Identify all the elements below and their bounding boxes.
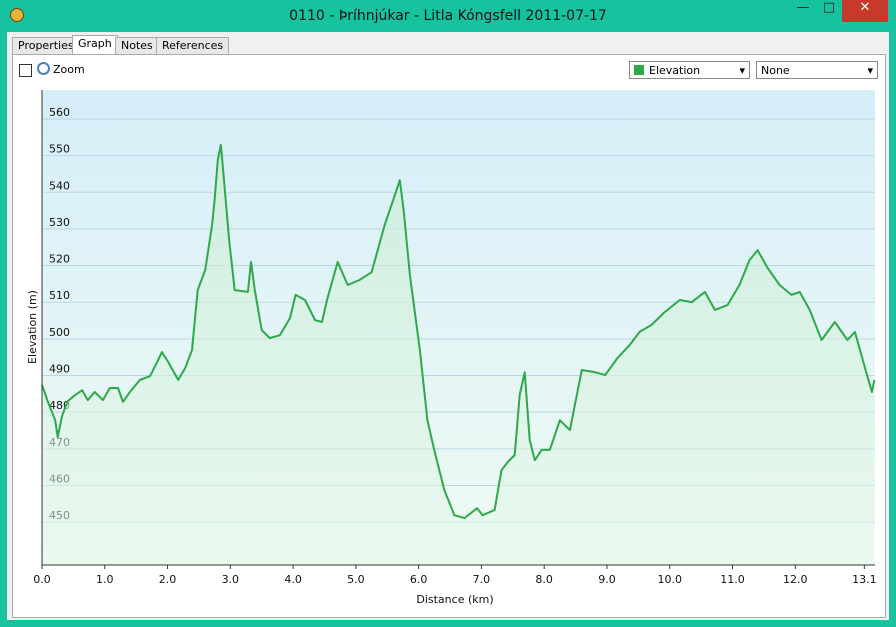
- x-tick-label: 8.0: [535, 573, 553, 586]
- y-tick-label: 540: [49, 179, 70, 192]
- x-tick-label: 3.0: [222, 573, 240, 586]
- y-tick-label: 530: [49, 216, 70, 229]
- x-tick-label: 6.0: [410, 573, 428, 586]
- series-dropdown[interactable]: Elevation: [629, 61, 750, 80]
- x-tick-label: 1.0: [96, 573, 114, 586]
- x-tick-label: 0.0: [33, 573, 51, 586]
- x-tick-label: 12.0: [783, 573, 808, 586]
- zoom-checkbox[interactable]: [19, 64, 32, 77]
- y-tick-label: 510: [49, 289, 70, 302]
- x-tick-label: 5.0: [347, 573, 365, 586]
- x-tick-label: 4.0: [284, 573, 302, 586]
- secondary-name: None: [761, 64, 790, 77]
- series-swatch: [634, 65, 644, 75]
- x-tick-label: 2.0: [159, 573, 177, 586]
- zoom-icon: [37, 62, 50, 75]
- y-tick-label: 560: [49, 106, 70, 119]
- title-bar: 0110 - Þríhnjúkar - Litla Kóngsfell 2011…: [0, 0, 896, 32]
- y-tick-label: 550: [49, 143, 70, 156]
- line: [41, 144, 876, 520]
- x-axis-label: Distance (km): [416, 593, 493, 606]
- series-name: Elevation: [649, 64, 701, 77]
- x-tick-label: 9.0: [598, 573, 616, 586]
- window-title: 0110 - Þríhnjúkar - Litla Kóngsfell 2011…: [289, 8, 607, 24]
- y-axis-label: Elevation (m): [26, 290, 39, 364]
- x-tick-label: 13.1: [852, 573, 877, 586]
- line-area: [42, 145, 875, 565]
- tab[interactable]: Notes: [115, 37, 159, 55]
- close-button[interactable]: ✕: [842, 0, 888, 22]
- y-tick-label: 520: [49, 253, 70, 266]
- app-icon: [10, 8, 24, 22]
- maximize-button[interactable]: □: [822, 0, 836, 15]
- x-tick-label: 7.0: [473, 573, 491, 586]
- x-tick-label: 10.0: [657, 573, 682, 586]
- minimize-button[interactable]: —: [796, 0, 810, 15]
- x-tick-label: 11.0: [720, 573, 745, 586]
- secondary-dropdown[interactable]: None: [756, 61, 878, 80]
- zoom-label: Zoom: [53, 63, 85, 76]
- y-tick-label: 500: [49, 326, 70, 339]
- y-tick-label: 490: [49, 363, 70, 376]
